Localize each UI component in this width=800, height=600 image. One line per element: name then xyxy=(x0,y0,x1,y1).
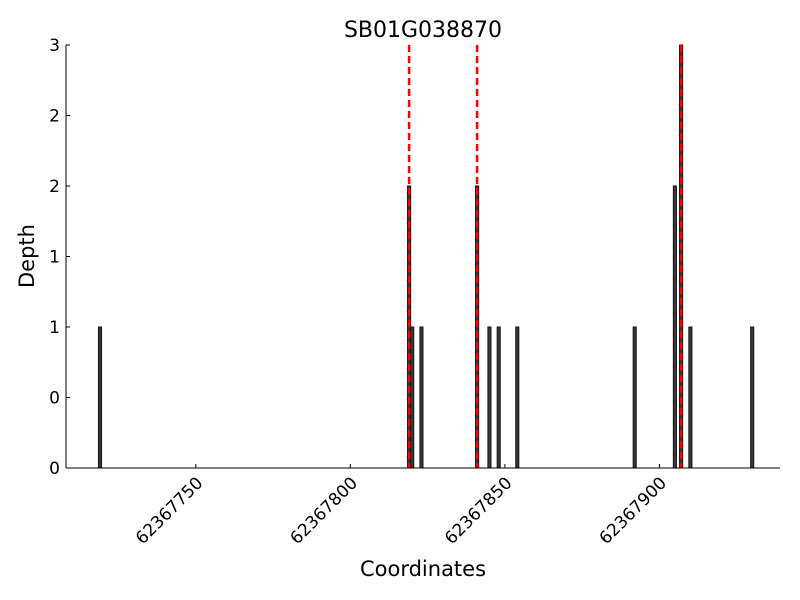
x-axis-label: Coordinates xyxy=(360,557,486,581)
y-tick-label: 0 xyxy=(49,459,60,479)
x-tick-label: 62367900 xyxy=(596,473,671,548)
bar-8 xyxy=(632,326,637,469)
y-tick-label: 2 xyxy=(49,177,60,197)
y-tick-label: 1 xyxy=(49,248,60,268)
x-ticks: 62367750 62367800 62367850 62367900 xyxy=(132,464,671,549)
x-tick-label: 62367850 xyxy=(441,473,516,548)
y-tick-label: 0 xyxy=(49,389,60,409)
bar-0 xyxy=(97,326,103,469)
bar-3 xyxy=(419,326,424,469)
x-tick-label: 62367750 xyxy=(132,473,207,548)
chart-title: SB01G038870 xyxy=(344,18,502,43)
bar-11 xyxy=(688,326,693,469)
bar-5 xyxy=(487,326,492,469)
y-axis-label: Depth xyxy=(15,224,39,288)
bar-12 xyxy=(750,326,755,469)
bars-group xyxy=(97,44,755,469)
y-tick-label: 2 xyxy=(49,107,60,127)
bar-2 xyxy=(410,326,415,469)
x-tick-label: 62367800 xyxy=(287,473,362,548)
y-ticks: 0 0 1 1 2 2 3 xyxy=(49,36,70,479)
y-tick-label: 1 xyxy=(49,318,60,338)
bar-9 xyxy=(672,185,677,469)
bar-6 xyxy=(496,326,501,469)
y-tick-label: 3 xyxy=(49,36,60,56)
markers-group xyxy=(407,45,683,468)
bar-7 xyxy=(515,326,520,469)
